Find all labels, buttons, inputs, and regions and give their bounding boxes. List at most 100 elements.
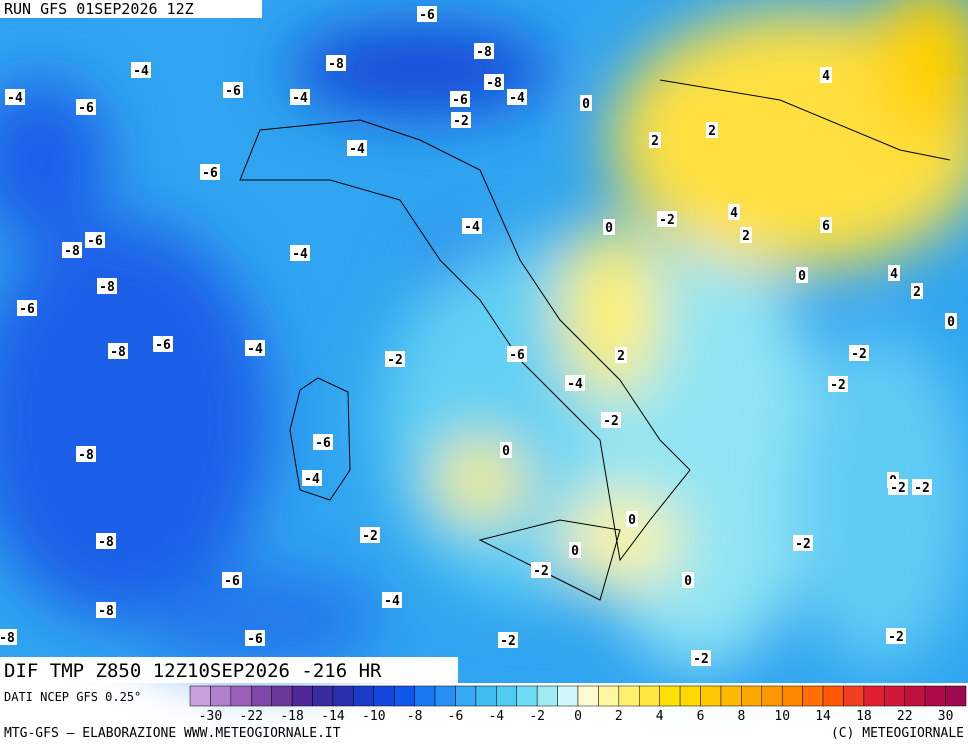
footer-left: MTG-GFS — ELABORAZIONE WWW.METEOGIORNALE… [4,726,341,741]
contour-label-bg [360,527,380,543]
colorbar-tick-label: -18 [280,709,303,724]
colorbar-swatch [353,685,375,707]
contour-label-bg [85,232,105,248]
contour-label: -6 [19,302,35,317]
temperature-field [0,0,968,683]
contour-label-bg [245,630,265,646]
contour-label: -2 [453,114,469,129]
colorbar-swatch [455,685,477,707]
contour-label: -4 [567,377,583,392]
contour-label-bg [626,511,638,527]
contour-label-bg [682,572,694,588]
colorbar-swatch [822,685,844,707]
contour-label-bg [417,6,437,22]
contour-label-bg [290,245,310,261]
contour-label-bg [131,62,151,78]
colorbar-swatch [843,685,865,707]
colorbar-swatch [393,685,415,707]
contour-label: -8 [64,244,80,259]
colorbar-swatch [536,685,558,707]
colorbar-swatch [516,685,538,707]
contour-label-bg [886,628,906,644]
contour-label-bg [450,91,470,107]
field-box [0,657,458,683]
colorbar-tick-label: -22 [240,709,263,724]
contour-label: -6 [419,8,435,23]
colorbar-tick-label: 0 [574,709,582,724]
colorbar-tick-label: 14 [815,709,831,724]
contour-label-bg [888,265,900,281]
contour-label: 2 [742,229,750,244]
footer-right: (C) METEOGIORNALE [831,726,964,741]
contour-label-bg [484,74,504,90]
contour-label: -2 [795,537,811,552]
contour-label-bg [245,340,265,356]
contour-label: -2 [500,634,516,649]
contour-label: 0 [571,544,579,559]
contour-label-bg [97,278,117,294]
colorbar-swatch [904,685,926,707]
colorbar-tick-label: 10 [774,709,790,724]
colorbar-swatch [700,685,722,707]
contour-label-bg [347,140,367,156]
contour-label-bg [649,132,661,148]
colorbar-swatch [414,685,436,707]
contour-label-bg [601,412,621,428]
contour-label: 0 [798,269,806,284]
contour-label-bg [223,82,243,98]
colorbar-swatch [475,685,497,707]
contour-label-bg [498,632,518,648]
contour-label-bg [451,112,471,128]
contour-label-bg [76,99,96,115]
contour-label-bg [382,592,402,608]
colorbar-swatch [639,685,660,707]
contour-label-bg [796,267,808,283]
contour-label: -4 [464,220,480,235]
contour-label-bg [820,67,832,83]
contour-label-bg [0,629,17,645]
colorbar-swatch [577,685,599,707]
contour-label: -2 [693,652,709,667]
contour-label: -8 [328,57,344,72]
contour-label-bg [728,204,740,220]
colorbar-tick-label: -8 [407,709,423,724]
colorbar-swatch [189,685,211,707]
colorbar-swatch [557,685,579,707]
colorbar-swatch [312,685,334,707]
run-box [0,0,262,18]
contour-label-bg [200,164,220,180]
contour-label: 2 [651,134,659,149]
contour-label: -8 [99,280,115,295]
contour-label-bg [793,535,813,551]
contour-label: -2 [362,529,378,544]
contour-label: -4 [349,142,365,157]
contour-label: 4 [890,267,898,282]
colorbar-swatch [781,685,803,707]
contour-label: -4 [247,342,263,357]
contour-label: 2 [708,124,716,139]
colorbar-swatch [230,685,252,707]
contour-label-bg [96,602,116,618]
colorbar-swatch [659,685,681,707]
contour-label: -6 [225,84,241,99]
contour-label-bg [828,376,848,392]
colorbar-swatch [802,685,824,707]
colorbar-swatch [373,685,395,707]
contour-label: 0 [947,315,955,330]
colorbar-swatch [863,685,885,707]
colorbar-swatch [884,685,905,707]
colorbar-tick-label: 30 [938,709,954,724]
colorbar-swatch [291,685,313,707]
colorbar-swatch [720,685,742,707]
contour-label: -8 [78,448,94,463]
colorbar-tick-label: -30 [199,709,222,724]
contour-label-bg [500,442,512,458]
contour-label: 0 [628,513,636,528]
contour-label-bg [108,343,128,359]
contour-label-bg [888,479,908,495]
contour-label: -2 [851,347,867,362]
contour-label: -8 [486,76,502,91]
contour-label: -6 [315,436,331,451]
contour-label: -2 [888,630,904,645]
